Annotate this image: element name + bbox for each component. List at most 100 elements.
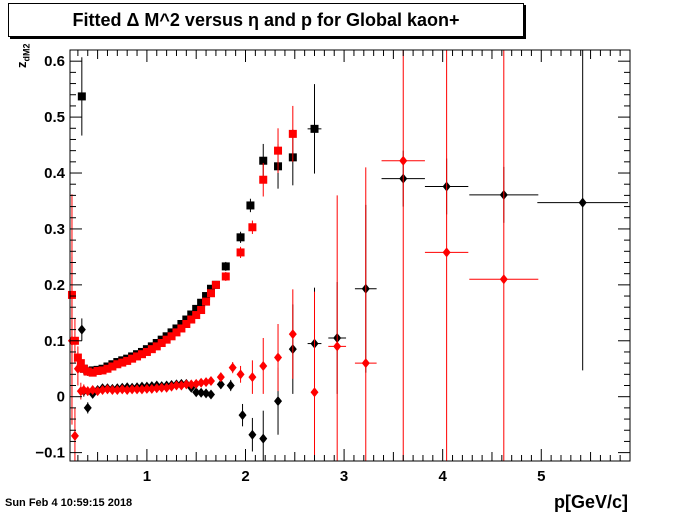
x-tick-label: 2 xyxy=(241,468,249,485)
diamond-marker xyxy=(182,379,191,390)
diamond-marker xyxy=(226,380,235,391)
data-point xyxy=(238,403,247,427)
y-tick-label: 0.2 xyxy=(44,277,65,294)
data-point xyxy=(83,367,92,377)
data-point xyxy=(128,354,137,363)
data-point xyxy=(113,384,122,395)
data-point xyxy=(192,378,201,389)
data-point xyxy=(274,324,283,392)
square-marker xyxy=(98,366,107,375)
diamond-marker xyxy=(228,362,237,373)
data-point xyxy=(248,417,257,452)
data-point xyxy=(187,379,196,390)
data-point xyxy=(177,380,186,391)
diamond-marker xyxy=(248,372,257,383)
data-point xyxy=(197,298,206,307)
x-tick-label: 4 xyxy=(439,468,448,485)
square-marker xyxy=(246,201,255,210)
diamond-marker xyxy=(88,384,97,395)
data-point xyxy=(221,261,230,271)
data-point xyxy=(274,128,283,174)
square-marker xyxy=(206,284,215,293)
square-marker xyxy=(187,315,196,324)
square-marker xyxy=(103,364,112,373)
diamond-marker xyxy=(77,324,86,335)
data-point xyxy=(307,84,322,174)
data-point xyxy=(108,384,117,395)
data-point xyxy=(206,376,215,387)
y-axis-label-sub: dM2 xyxy=(21,43,32,62)
data-point xyxy=(98,384,107,395)
data-point xyxy=(381,50,425,461)
square-marker xyxy=(108,362,117,371)
diamond-marker xyxy=(177,380,186,391)
square-marker xyxy=(236,248,245,257)
data-point xyxy=(147,345,156,354)
square-marker xyxy=(133,352,142,361)
y-tick-label: 0.5 xyxy=(44,109,65,126)
diamond-marker xyxy=(206,389,215,400)
data-point xyxy=(328,195,347,461)
data-point xyxy=(172,380,181,391)
data-point xyxy=(103,364,112,373)
square-marker xyxy=(118,358,127,367)
data-point xyxy=(137,384,146,395)
square-marker xyxy=(202,292,211,301)
data-point xyxy=(288,105,297,162)
data-point xyxy=(167,332,176,341)
data-point xyxy=(310,291,319,461)
diamond-marker xyxy=(202,377,211,388)
diamond-marker xyxy=(333,341,342,352)
diamond-marker xyxy=(128,384,137,395)
data-point xyxy=(88,368,97,377)
data-point xyxy=(118,384,127,395)
diamond-marker xyxy=(274,396,283,407)
chart-title: Fitted Δ M^2 versus η and p for Global k… xyxy=(72,10,460,30)
data-point xyxy=(236,365,245,383)
data-point xyxy=(211,280,220,289)
data-point xyxy=(113,360,122,369)
data-point xyxy=(157,339,166,348)
data-point xyxy=(133,384,142,395)
data-point xyxy=(73,351,82,386)
diamond-marker xyxy=(162,382,171,393)
square-marker xyxy=(137,350,146,359)
data-point xyxy=(206,289,215,298)
data-point xyxy=(118,358,127,367)
diamond-marker xyxy=(288,329,297,340)
data-point xyxy=(123,384,132,395)
diamond-marker xyxy=(310,387,319,398)
data-point xyxy=(187,315,196,324)
data-point xyxy=(469,50,539,461)
diamond-marker xyxy=(142,383,151,394)
square-marker xyxy=(147,345,156,354)
diamond-marker xyxy=(137,384,146,395)
data-point xyxy=(162,335,171,344)
square-marker xyxy=(182,320,191,328)
square-marker xyxy=(172,328,181,337)
data-point xyxy=(202,377,211,388)
x-tick-label: 1 xyxy=(143,468,151,485)
data-point xyxy=(226,379,235,392)
square-marker xyxy=(128,354,137,363)
data-point xyxy=(157,382,166,393)
square-marker xyxy=(93,366,102,375)
y-tick-label: −0.1 xyxy=(35,445,65,462)
square-marker xyxy=(197,306,206,315)
axes: −0.1 0 0.1 0.2 0.3 0.4 0.5 0.6 1 2 3 4 5 xyxy=(35,49,631,485)
y-tick-label: 0 xyxy=(57,389,65,406)
diamond-marker xyxy=(399,155,408,166)
diamond-marker xyxy=(83,386,92,397)
diamond-marker xyxy=(248,429,257,440)
x-tick-label: 5 xyxy=(537,468,545,485)
data-point xyxy=(197,387,206,398)
data-point xyxy=(192,387,201,398)
x-tick-label: 3 xyxy=(340,468,348,485)
data-point xyxy=(259,410,268,461)
diamond-marker xyxy=(103,384,112,395)
data-point xyxy=(248,220,257,234)
data-point xyxy=(202,297,211,306)
square-marker xyxy=(76,359,85,368)
data-point xyxy=(123,356,132,365)
diamond-marker xyxy=(157,382,166,393)
